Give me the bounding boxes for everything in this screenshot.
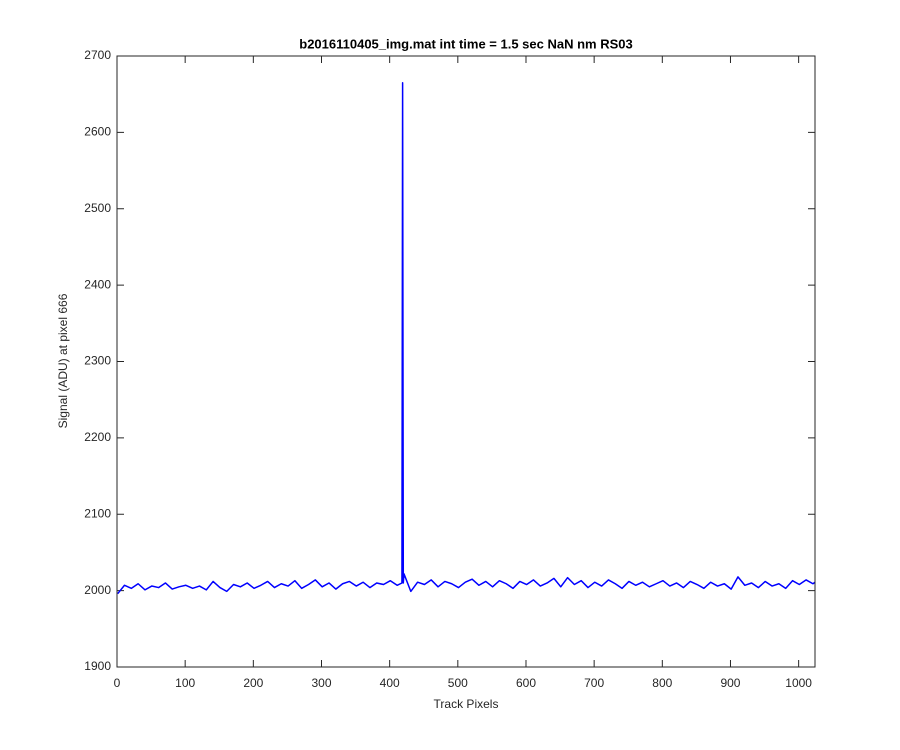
x-tick-label: 700 [584, 676, 604, 690]
x-tick-label: 200 [243, 676, 263, 690]
y-tick-label: 2600 [84, 125, 111, 139]
x-tick-label: 900 [720, 676, 740, 690]
y-tick-label: 1900 [84, 659, 111, 673]
axes-box [116, 55, 816, 668]
x-tick-label: 100 [175, 676, 195, 690]
y-tick-label: 2000 [84, 583, 111, 597]
y-tick-label: 2500 [84, 201, 111, 215]
y-tick-label: 2300 [84, 354, 111, 368]
y-tick-label: 2200 [84, 430, 111, 444]
x-axis-label: Track Pixels [434, 697, 499, 711]
y-axis-label: Signal (ADU) at pixel 666 [56, 293, 70, 428]
x-tick-label: 800 [652, 676, 672, 690]
y-tick-label: 2400 [84, 277, 111, 291]
data-line [117, 81, 816, 595]
x-tick-label: 1000 [785, 676, 812, 690]
x-tick-label: 600 [516, 676, 536, 690]
x-tick-label: 400 [380, 676, 400, 690]
chart-title: b2016110405_img.mat int time = 1.5 sec N… [299, 36, 632, 51]
x-tick-label: 300 [311, 676, 331, 690]
y-tick-label: 2700 [84, 48, 111, 62]
x-tick-label: 500 [448, 676, 468, 690]
y-tick-label: 2100 [84, 506, 111, 520]
x-tick-label: 0 [114, 676, 121, 690]
